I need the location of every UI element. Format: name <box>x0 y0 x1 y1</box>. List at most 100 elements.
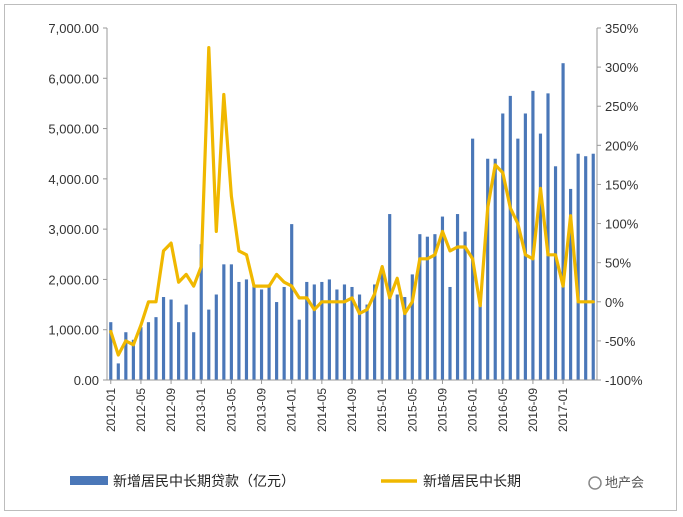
right-tick-label: 50% <box>605 256 631 271</box>
bar <box>410 274 414 380</box>
right-tick-label: 350% <box>605 21 639 36</box>
chart: 0.00 1,000.00 2,000.00 3,000.00 4,000.00 5,00… <box>48 21 644 491</box>
x-tick-label: 2012-01 <box>104 388 118 432</box>
bar <box>207 309 211 380</box>
x-tick-label: 2014-09 <box>345 388 359 432</box>
x-tick-label: 2012-09 <box>164 388 178 432</box>
bar <box>538 133 543 380</box>
watermark-text: 地产会 <box>605 476 644 491</box>
bar <box>214 294 218 380</box>
bar <box>116 363 120 380</box>
bar <box>154 317 158 380</box>
x-tick-label: 2017-01 <box>556 388 570 432</box>
x-tick-label: 2013-01 <box>194 388 208 432</box>
bar <box>229 264 233 380</box>
bar <box>440 216 445 380</box>
x-tick-label: 2015-01 <box>375 388 389 432</box>
bar <box>373 284 377 380</box>
left-tick-label: 7,000.00 <box>48 21 99 36</box>
bar <box>342 284 347 380</box>
right-tick-label: 150% <box>605 177 639 192</box>
bar <box>523 113 527 380</box>
left-tick-label: 6,000.00 <box>48 71 99 86</box>
legend-line-label: 新增居民中长期 <box>423 474 521 490</box>
x-tick-label: 2015-05 <box>405 388 419 432</box>
bar <box>350 286 354 380</box>
legend-bar-swatch <box>70 476 108 485</box>
x-tick-label: 2014-01 <box>285 388 299 432</box>
x-tick-label: 2016-01 <box>466 388 480 432</box>
bar <box>252 284 256 380</box>
right-tick-label: 100% <box>605 217 639 232</box>
bar <box>259 289 264 380</box>
legend-bar-label: 新增居民中长期贷款（亿元） <box>113 474 295 490</box>
bar <box>569 188 573 380</box>
left-tick-label: 2,000.00 <box>48 272 99 287</box>
axes: 0.00 1,000.00 2,000.00 3,000.00 4,000.00 5,00… <box>48 21 643 432</box>
right-tick-label: 300% <box>605 60 639 75</box>
bar <box>478 304 482 380</box>
x-tick-label: 2016-09 <box>526 388 540 432</box>
bar <box>192 332 196 380</box>
bar <box>418 234 422 380</box>
bar <box>199 244 203 380</box>
bar <box>591 153 595 380</box>
bar <box>267 284 271 380</box>
x-tick-label: 2016-05 <box>496 388 510 432</box>
bar <box>131 339 135 380</box>
left-tick-label: 4,000.00 <box>48 172 99 187</box>
bar <box>403 297 407 380</box>
bar <box>455 214 460 380</box>
right-tick-label: -50% <box>605 334 636 349</box>
bar <box>327 279 331 380</box>
bar <box>146 322 151 380</box>
bar <box>297 319 301 380</box>
bar <box>290 224 294 380</box>
bar-series <box>109 63 595 380</box>
bar <box>380 269 384 380</box>
right-tick-label: 0% <box>605 295 624 310</box>
bar <box>546 93 550 380</box>
x-tick-label: 2014-05 <box>315 388 329 432</box>
bar <box>282 286 286 380</box>
bar <box>335 289 339 380</box>
bar <box>365 304 369 380</box>
line-path <box>109 45 595 357</box>
bar <box>312 284 316 380</box>
bar <box>222 264 226 380</box>
bar <box>486 158 490 380</box>
bar <box>553 166 558 380</box>
watermark-logo-icon <box>588 476 602 490</box>
bar <box>184 304 188 380</box>
bar <box>275 302 279 380</box>
bar <box>139 327 143 380</box>
bar <box>357 294 362 380</box>
bar <box>305 281 309 380</box>
bar <box>501 113 505 380</box>
bar <box>169 299 173 380</box>
left-tick-label: 5,000.00 <box>48 122 99 137</box>
bar <box>177 322 181 380</box>
bar <box>561 63 565 380</box>
line-series <box>109 45 595 357</box>
bar <box>395 294 399 380</box>
bar <box>161 297 166 380</box>
bar <box>244 279 249 380</box>
right-tick-label: 250% <box>605 99 639 114</box>
bar <box>109 322 113 380</box>
bar <box>531 90 535 380</box>
bar <box>237 281 241 380</box>
bar <box>320 281 324 380</box>
bar <box>448 286 452 380</box>
x-tick-label: 2013-05 <box>224 388 238 432</box>
right-tick-label: -100% <box>605 373 643 388</box>
x-tick-label: 2013-09 <box>255 388 269 432</box>
left-tick-label: 3,000.00 <box>48 222 99 237</box>
bar <box>516 138 520 380</box>
bar <box>463 231 467 380</box>
bar <box>493 158 497 380</box>
bar <box>508 95 512 380</box>
x-tick-label: 2015-09 <box>435 388 449 432</box>
bar <box>576 153 580 380</box>
legend: 新增居民中长期贷款（亿元） 新增居民中长期 <box>70 474 521 490</box>
